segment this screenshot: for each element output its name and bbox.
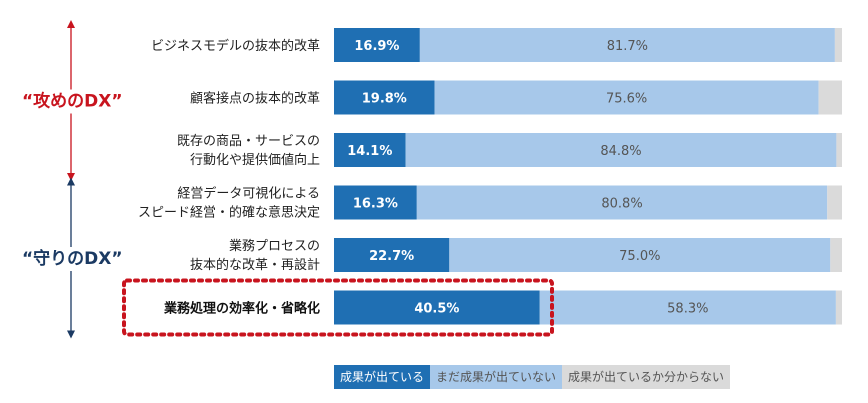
chart-legend: 成果が出ている まだ成果が出ていない 成果が出ているか分からない xyxy=(334,365,731,389)
group-label: “守りのDX” xyxy=(22,248,123,269)
bar-segment xyxy=(434,80,819,115)
highlight-box xyxy=(122,278,554,337)
bar-segment xyxy=(334,238,450,272)
group-arrow-head-down xyxy=(67,173,75,181)
category-label: ビジネスモデルの抜本的改革 xyxy=(151,38,320,54)
bar-segment xyxy=(334,133,406,167)
bar-segment xyxy=(405,133,837,167)
bar-value-label: 14.1% xyxy=(347,144,392,159)
legend-item: 成果が出ているか分からない xyxy=(562,365,731,389)
category-label: 抜本的な改革・再設計 xyxy=(190,257,320,273)
bar-value-label: 16.3% xyxy=(353,197,398,212)
bar-value-label: 22.7% xyxy=(369,249,414,264)
bar-segment xyxy=(419,28,835,62)
group-arrow-head-up xyxy=(67,177,75,186)
bar-segment xyxy=(834,28,842,62)
bar-segment xyxy=(334,28,420,62)
bar-segment xyxy=(835,290,842,325)
bar-segment xyxy=(334,290,540,325)
bar-value-label: 84.8% xyxy=(600,144,641,159)
bar-segment xyxy=(818,80,842,115)
bar-segment xyxy=(416,185,828,220)
group-label-backing xyxy=(18,89,126,114)
bar-value-label: 16.9% xyxy=(354,39,399,54)
bar-segment xyxy=(827,185,842,220)
group-arrow-head-up xyxy=(67,20,75,28)
bar-segment xyxy=(539,290,836,325)
group-arrow-head-down xyxy=(67,330,75,339)
bar-segment xyxy=(836,133,842,167)
legend-item: 成果が出ている xyxy=(334,365,431,389)
category-label: 業務プロセスの xyxy=(229,238,320,254)
legend-item: まだ成果が出ていない xyxy=(430,365,563,389)
bar-segment xyxy=(449,238,831,272)
category-label: 既存の商品・サービスの xyxy=(177,134,320,149)
bar-value-label: 81.7% xyxy=(607,39,648,54)
bar-segment xyxy=(334,185,417,220)
bar-value-label: 19.8% xyxy=(362,92,407,107)
category-label: スピード経営・的確な意思決定 xyxy=(138,205,320,221)
bar-segment xyxy=(334,80,435,115)
category-label: 行動化や提供価値向上 xyxy=(190,152,320,168)
bar-segment xyxy=(830,238,842,272)
bar-value-label: 58.3% xyxy=(667,302,708,317)
category-label: 顧客接点の抜本的改革 xyxy=(190,91,320,107)
bar-value-label: 75.0% xyxy=(619,249,660,264)
category-label: 経営データ可視化による xyxy=(177,186,320,202)
group-label-backing xyxy=(18,247,126,271)
category-label: 業務処理の効率化・省略化 xyxy=(163,301,320,317)
group-label: “攻めのDX” xyxy=(22,91,123,112)
bar-value-label: 75.6% xyxy=(606,92,647,107)
bar-value-label: 80.8% xyxy=(601,197,642,212)
bar-value-label: 40.5% xyxy=(414,302,459,317)
